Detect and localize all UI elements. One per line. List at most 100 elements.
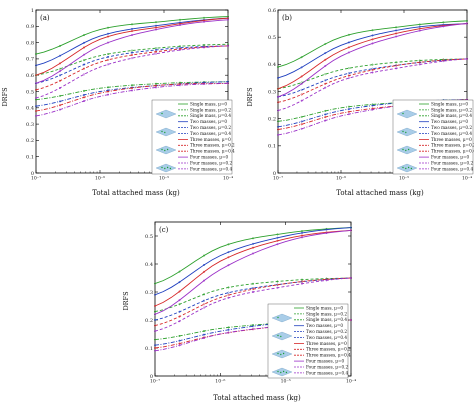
y-tick-label: 0.7 (26, 57, 34, 63)
series-line (154, 277, 352, 313)
series-marker (226, 82, 229, 85)
series-line (154, 227, 352, 285)
series-marker (59, 44, 62, 47)
series-marker (202, 306, 205, 309)
series-marker (350, 277, 353, 280)
series-marker (276, 243, 279, 246)
y-tick-label: 0.3 (26, 122, 34, 128)
series-line (277, 58, 468, 98)
series-marker (251, 252, 254, 255)
x-tick-label: 10⁻⁷ (150, 379, 160, 385)
series-marker (227, 331, 230, 334)
panel-b: 0 0.1 0.2 0.3 0.4 0.5 0.6 10⁻⁷ 10⁻⁶ 10⁻⁵ 10⁻⁴ Singl… (246, 8, 474, 197)
series-marker (106, 35, 109, 38)
series-marker (106, 93, 109, 96)
series-marker (325, 232, 328, 235)
y-tick-label: 0.4 (268, 62, 276, 68)
series-marker (395, 35, 398, 38)
legend-label: Single mass, μ=0 (306, 305, 343, 310)
series-marker (35, 88, 38, 91)
legend-label: Single mass, μ=0.2 (306, 311, 347, 316)
x-tick-label: 10⁻⁵ (159, 176, 169, 182)
mass-dot-icon (277, 352, 279, 355)
series-marker (277, 101, 280, 104)
mass-dot-icon (161, 148, 163, 151)
series-marker (202, 333, 205, 336)
series-marker (277, 133, 280, 136)
series-marker (324, 82, 327, 85)
y-axis-label: DRFS (122, 291, 130, 310)
legend-label: Three masses, μ=0.4 (190, 149, 235, 154)
legend-label: Four masses, μ=0.4 (306, 370, 349, 375)
series-line (277, 23, 468, 79)
series-line (154, 227, 352, 296)
legend-label: Three masses, μ=0.4 (306, 353, 351, 358)
series-marker (301, 230, 304, 233)
series-marker (153, 305, 156, 308)
series-marker (35, 110, 38, 113)
plate-icon (271, 367, 293, 377)
series-marker (251, 288, 254, 291)
series-marker (325, 228, 328, 231)
y-axis-label: DRFS (246, 87, 254, 106)
series-marker (277, 128, 280, 131)
series-marker (153, 313, 156, 316)
series-marker (202, 263, 205, 266)
y-tick-label: 0.3 (268, 89, 276, 95)
series-marker (202, 303, 205, 306)
series-marker (347, 113, 350, 116)
legend-label: Four masses, μ=0.4 (190, 166, 233, 171)
series-marker (300, 75, 303, 78)
plate-icon (271, 331, 293, 341)
series-marker (277, 109, 280, 112)
series-line (35, 81, 229, 101)
plate-icon (155, 145, 177, 155)
series-marker (324, 64, 327, 67)
x-axis-label: Total attached mass (kg) (336, 189, 424, 197)
series-line (154, 319, 352, 341)
series-marker (300, 99, 303, 102)
mass-dot-icon (164, 167, 166, 170)
series-marker (153, 282, 156, 285)
series-marker (202, 270, 205, 273)
series-marker (277, 95, 280, 98)
plate-icon (396, 145, 418, 155)
legend-label: Single mass, μ=0 (431, 101, 468, 106)
mass-dot-icon (407, 166, 410, 169)
mass-dot-icon (277, 316, 279, 319)
y-tick-label: 1 (31, 8, 34, 14)
series-line (277, 20, 468, 68)
series-marker (324, 43, 327, 46)
mass-dot-icon (405, 167, 407, 170)
series-marker (130, 27, 133, 30)
mass-dot-icon (282, 370, 285, 373)
legend-label: Three masses, μ=0 (190, 137, 231, 142)
series-marker (347, 72, 350, 75)
series-marker (276, 233, 279, 236)
series-marker (227, 286, 230, 289)
series-marker (301, 280, 304, 283)
legend-label: Single mass, μ=0.4 (306, 317, 347, 322)
mass-dot-icon (402, 130, 404, 133)
series-marker (227, 296, 230, 299)
series-marker (130, 84, 133, 87)
y-tick-label: 0.1 (145, 346, 153, 352)
series-marker (227, 264, 230, 267)
series-marker (153, 330, 156, 333)
legend-label: Two masses, μ=0.4 (431, 131, 472, 136)
series-marker (276, 280, 279, 283)
y-tick-label: 0.6 (26, 73, 34, 79)
series-marker (347, 110, 350, 113)
series-line (277, 99, 468, 122)
series-marker (153, 324, 156, 327)
series-marker (371, 34, 374, 37)
series-marker (347, 77, 350, 80)
series-marker (418, 63, 421, 66)
series-marker (300, 115, 303, 118)
series-marker (106, 90, 109, 93)
series-marker (202, 83, 205, 86)
plate-icon (396, 109, 418, 119)
series-marker (347, 74, 350, 77)
series-marker (227, 256, 230, 259)
